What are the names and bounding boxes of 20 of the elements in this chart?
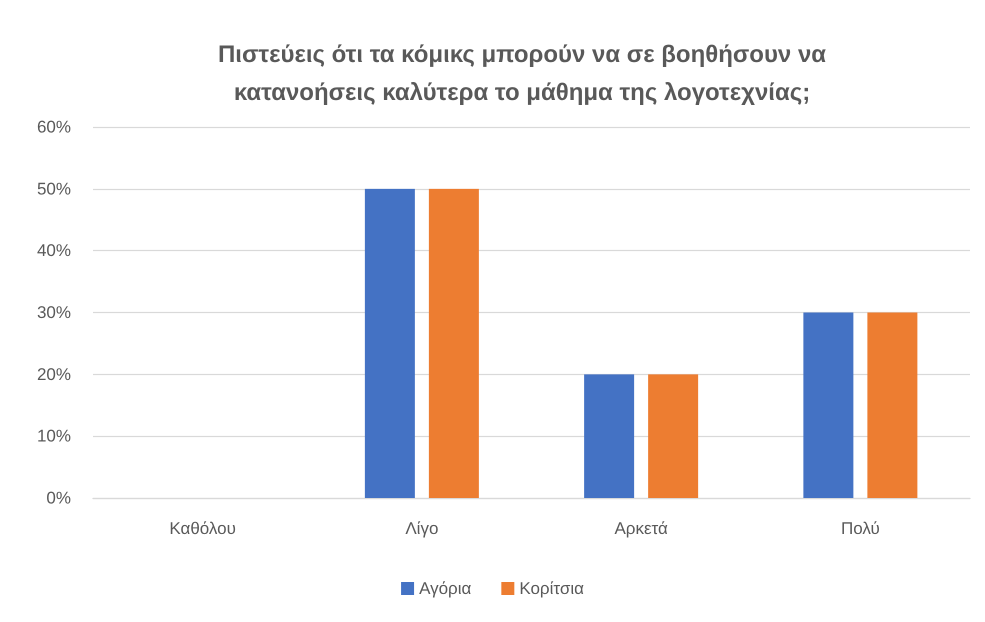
y-tick-label: 30% <box>36 303 71 322</box>
chart-title: Πιστεύεις ότι τα κόμικς μπορούν να σε βοηθήσουν να κατανοήσεις καλύτερα το μάθημα της λογοτεχνίας; <box>216 40 828 108</box>
y-tick-label: 50% <box>36 179 71 198</box>
bar <box>803 312 854 498</box>
y-tick-label: 10% <box>36 426 71 446</box>
y-tick-label: 40% <box>36 241 71 260</box>
bar <box>428 188 479 498</box>
bar <box>648 374 698 498</box>
y-tick-label: 0% <box>46 488 71 508</box>
legend-label: Κορίτσια <box>519 579 584 598</box>
bar <box>867 312 918 498</box>
x-tick-label: Πολύ <box>840 519 880 538</box>
x-tick-label: Λίγο <box>405 519 438 538</box>
x-tick-label: Αρκετά <box>614 519 668 538</box>
bar <box>584 374 634 498</box>
bar <box>364 188 415 498</box>
y-tick-label: 20% <box>36 364 71 384</box>
legend-label: Αγόρια <box>419 579 472 598</box>
x-tick-label: Καθόλου <box>169 519 236 538</box>
y-tick-label: 60% <box>36 118 71 136</box>
